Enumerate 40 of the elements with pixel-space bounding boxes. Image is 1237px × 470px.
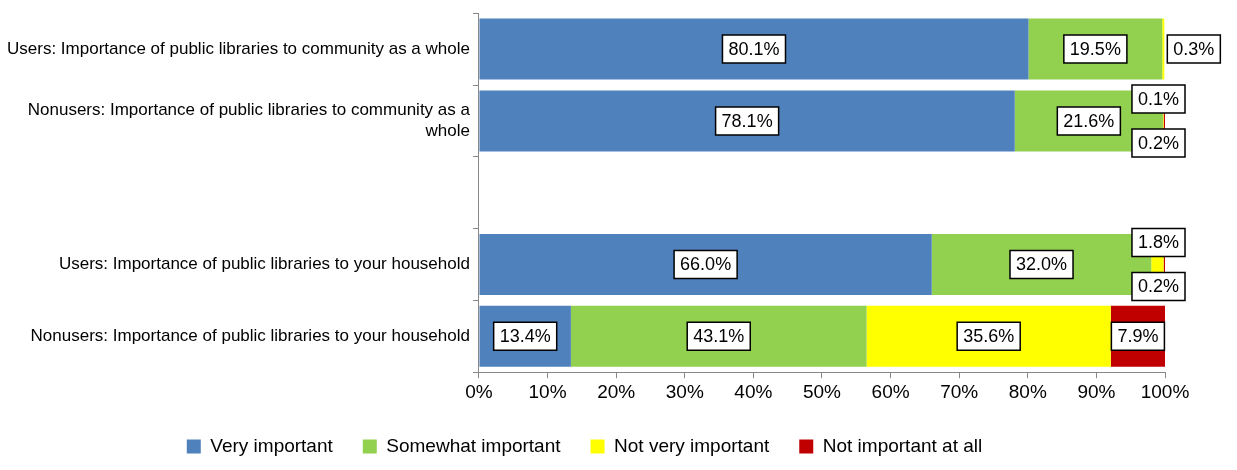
data-label: 7.9% [1117, 326, 1159, 347]
data-label: 80.1% [728, 39, 780, 60]
legend-label: Not important at all [822, 434, 983, 456]
x-tick-label: 20% [597, 380, 636, 402]
data-label: 35.6% [963, 326, 1015, 347]
data-label: 0.2% [1137, 132, 1179, 153]
x-tick-label: 80% [1008, 380, 1047, 402]
legend-label: Somewhat important [386, 434, 562, 456]
bar [479, 233, 932, 296]
legend-label: Not very important [614, 434, 770, 456]
bar [479, 90, 1015, 152]
y-tick-label: Users: Importance of public libraries to your household [58, 254, 470, 274]
bar [570, 305, 867, 367]
data-label: 66.0% [680, 254, 732, 275]
x-tick-label: 0% [465, 380, 493, 402]
x-tick-label: 10% [528, 380, 567, 402]
data-label: 43.1% [693, 326, 745, 347]
data-label: 13.4% [499, 326, 551, 347]
legend-label: Very important [210, 434, 334, 456]
x-tick-label: 90% [1077, 380, 1116, 402]
bar [1162, 18, 1165, 80]
x-tick-label: 50% [802, 380, 842, 402]
data-label: 21.6% [1063, 110, 1115, 131]
x-tick-label: 100% [1140, 380, 1190, 402]
data-label: 78.1% [721, 110, 773, 131]
x-tick-label: 60% [871, 380, 910, 402]
x-tick-label: 40% [734, 380, 773, 402]
x-tick-label: 70% [940, 380, 979, 402]
data-label: 32.0% [1015, 254, 1068, 275]
bar [479, 18, 1029, 80]
y-tick-label: Nonusers: Importance of public libraries to your household [30, 325, 470, 345]
y-tick-label: Nonusers: Importance of public libraries to community as a whole [27, 100, 471, 140]
data-label: 0.3% [1173, 39, 1215, 60]
data-label: 0.2% [1137, 276, 1179, 297]
y-tick-label: Users: Importance of public libraries to community as a whole [7, 38, 470, 58]
bar [866, 305, 1111, 367]
data-label: 19.5% [1069, 39, 1121, 60]
data-label: 1.8% [1137, 232, 1179, 253]
x-tick-label: 30% [665, 380, 704, 402]
data-label: 0.1% [1137, 88, 1179, 109]
